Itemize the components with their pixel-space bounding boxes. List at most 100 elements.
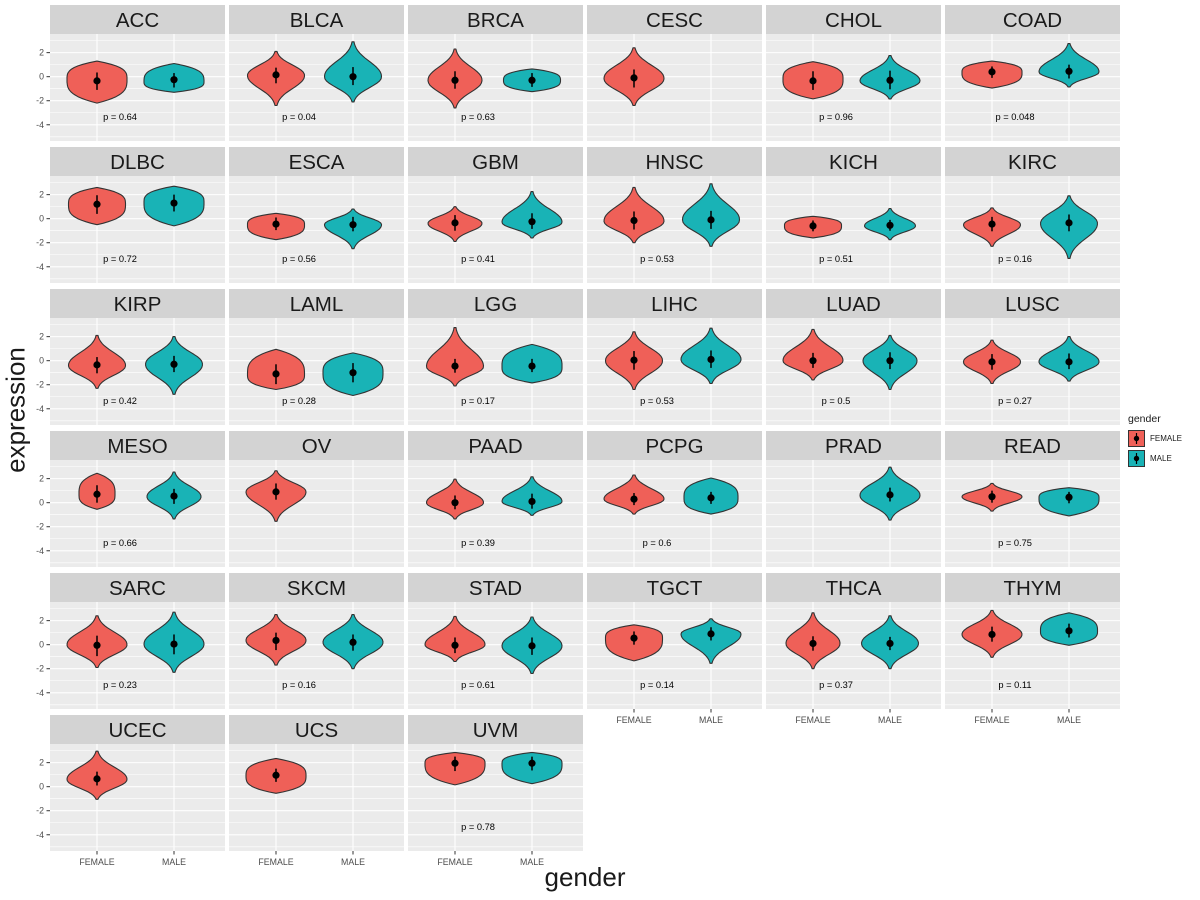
facet-title: ACC xyxy=(116,9,159,32)
median-point xyxy=(886,76,894,84)
facet-title: THCA xyxy=(826,577,882,600)
female-violin-key-icon xyxy=(1128,430,1145,447)
facet-title: PCPG xyxy=(645,435,703,458)
facet-title: THYM xyxy=(1003,577,1061,600)
y-tick-label: 0 xyxy=(39,498,44,508)
facet-strip xyxy=(408,5,583,34)
p-value-label: p = 0.17 xyxy=(461,396,495,406)
facet-panel xyxy=(408,460,583,567)
facet-strip xyxy=(50,431,225,460)
y-tick-label: -2 xyxy=(36,664,44,674)
facet-STAD: STAD p = 0.61 xyxy=(408,573,583,709)
x-tick-label: FEMALE xyxy=(795,715,830,725)
p-value-label: p = 0.41 xyxy=(461,254,495,264)
median-point xyxy=(528,218,536,226)
facet-PCPG: PCPG p = 0.6 xyxy=(587,431,762,567)
x-tick-label: FEMALE xyxy=(258,857,293,867)
x-tick-label: FEMALE xyxy=(616,715,651,725)
facet-UCS: UCS FEMALE MALE xyxy=(229,715,404,867)
median-point xyxy=(272,771,280,779)
p-value-label: p = 0.37 xyxy=(819,680,853,690)
y-tick-label: -4 xyxy=(36,404,44,414)
median-point xyxy=(451,362,459,370)
facet-SKCM: SKCM p = 0.16 xyxy=(229,573,404,709)
p-value-label: p = 0.23 xyxy=(103,680,137,690)
facet-strip xyxy=(766,289,941,318)
y-tick-label: 0 xyxy=(39,640,44,650)
facet-panel xyxy=(229,602,404,709)
facet-title: LUAD xyxy=(826,293,881,316)
x-tick-label: MALE xyxy=(1057,715,1081,725)
p-value-label: p = 0.14 xyxy=(640,680,674,690)
p-value-label: p = 0.64 xyxy=(103,112,137,122)
facet-title: SARC xyxy=(109,577,166,600)
p-value-label: p = 0.61 xyxy=(461,680,495,690)
facet-title: HNSC xyxy=(645,151,703,174)
y-tick-label: -2 xyxy=(36,806,44,816)
facet-strip xyxy=(945,431,1120,460)
y-tick-label: 0 xyxy=(39,356,44,366)
median-point xyxy=(93,200,101,208)
facet-SARC: SARC p = 0.23 2 0 -2 -4 xyxy=(36,573,225,709)
median-point xyxy=(630,216,638,225)
median-point xyxy=(1065,358,1073,366)
median-point xyxy=(170,360,178,368)
facet-strip xyxy=(408,431,583,460)
facet-UVM: UVM p = 0.78 FEMALE MALE xyxy=(408,715,583,867)
facet-title: UVM xyxy=(473,719,519,742)
median-point xyxy=(809,222,817,230)
median-point xyxy=(272,636,280,645)
facet-title: PAAD xyxy=(468,435,522,458)
facet-panel xyxy=(945,318,1120,425)
facet-title: LAML xyxy=(290,293,344,316)
median-point xyxy=(1065,67,1073,75)
facet-strip xyxy=(50,5,225,34)
median-point xyxy=(1065,493,1073,501)
facet-strip xyxy=(408,573,583,602)
facet-title: GBM xyxy=(472,151,519,174)
violin-LGG-female xyxy=(425,327,485,387)
facet-panel xyxy=(229,460,404,567)
facet-strip xyxy=(50,715,225,744)
median-point xyxy=(349,638,357,646)
median-point xyxy=(349,221,357,229)
p-value-label: p = 0.72 xyxy=(103,254,137,264)
p-value-label: p = 0.96 xyxy=(819,112,853,122)
facet-LAML: LAML p = 0.28 xyxy=(229,289,404,425)
median-point xyxy=(528,642,536,650)
facet-CHOL: CHOL p = 0.96 xyxy=(766,5,941,141)
y-tick-label: 2 xyxy=(39,48,44,58)
median-point xyxy=(93,490,101,498)
median-point xyxy=(707,355,715,364)
median-point xyxy=(809,639,817,648)
facet-title: TGCT xyxy=(647,577,703,600)
facet-CESC: CESC xyxy=(587,5,762,141)
p-value-label: p = 0.53 xyxy=(640,396,674,406)
x-tick-label: MALE xyxy=(699,715,723,725)
facet-panel xyxy=(945,34,1120,141)
median-point xyxy=(170,492,178,500)
median-point xyxy=(886,639,894,648)
facet-LGG: LGG p = 0.17 xyxy=(408,289,583,425)
p-value-label: p = 0.42 xyxy=(103,396,137,406)
legend-entry-male: MALE xyxy=(1128,450,1182,467)
facet-LUAD: LUAD p = 0.5 xyxy=(766,289,941,425)
y-tick-label: -4 xyxy=(36,830,44,840)
p-value-label: p = 0.048 xyxy=(995,112,1034,122)
facet-strip xyxy=(766,147,941,176)
facet-panel xyxy=(50,602,225,709)
male-violin-key-icon xyxy=(1128,450,1145,467)
facet-strip xyxy=(229,431,404,460)
p-value-label: p = 0.56 xyxy=(282,254,316,264)
median-point xyxy=(630,634,638,642)
median-point xyxy=(272,488,280,496)
facet-strip xyxy=(229,289,404,318)
facet-strip xyxy=(229,5,404,34)
median-point xyxy=(809,77,817,85)
facet-READ: READ p = 0.75 xyxy=(945,431,1120,567)
facet-panel xyxy=(766,602,941,709)
facet-LUSC: LUSC p = 0.27 xyxy=(945,289,1120,425)
facet-PAAD: PAAD p = 0.39 xyxy=(408,431,583,567)
median-point xyxy=(272,71,280,79)
facet-title: OV xyxy=(302,435,332,458)
